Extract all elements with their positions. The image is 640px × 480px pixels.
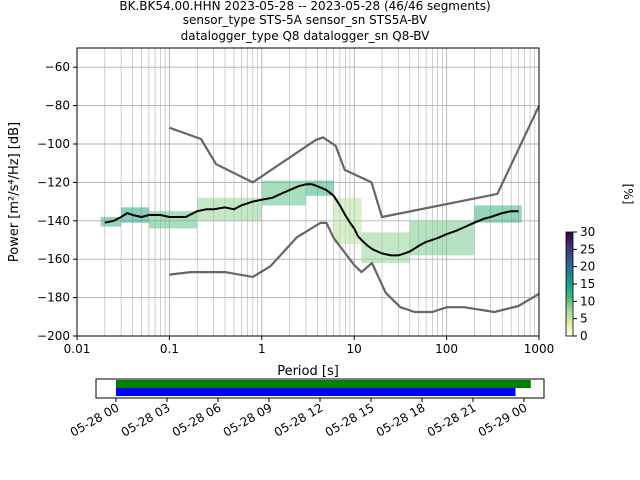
colorbar-tick-label: 30	[580, 225, 595, 239]
y-tick-label: −160	[37, 252, 70, 266]
series-line-noise-model-high	[169, 105, 540, 219]
colorbar-gradient	[565, 231, 574, 337]
y-tick-label: −80	[45, 99, 70, 113]
plot-area: 0.01 0.1 1 10 100 1000 −60 −80 −100 −120 −140 −160…	[7, 47, 555, 379]
series-lines	[104, 105, 540, 314]
x-tick-label: 1	[258, 342, 266, 356]
x-tick-label: 1000	[524, 342, 555, 356]
x-tick-label: 0.1	[160, 342, 179, 356]
colorbar-tick-label: 20	[580, 260, 595, 274]
y-tick-label: −100	[37, 137, 70, 151]
x-tick-label: 10	[347, 342, 362, 356]
y-tick-label: −60	[45, 60, 70, 74]
colorbar-label: [%]	[621, 184, 635, 205]
timeline-bar-data	[116, 388, 516, 396]
x-tick-label: 0.01	[64, 342, 91, 356]
colorbar-ticks: 0 5 10 15 20 25 30	[573, 225, 595, 343]
timeline-tick-label: 05-28 09	[221, 400, 275, 439]
series-line-noise-model-low	[169, 221, 540, 314]
timeline-tick-label: 05-28 18	[374, 400, 428, 439]
y-tick-label: −200	[37, 329, 70, 343]
timeline-tick-label: 05-28 12	[272, 400, 326, 439]
colorbar-tick-label: 5	[580, 312, 588, 326]
timeline-tick-label: 05-28 15	[323, 400, 377, 439]
timeline-tick-label: 05-28 03	[119, 400, 173, 439]
figure-title-line-2: sensor_type STS-5A sensor_sn STS5A-BV	[183, 13, 428, 27]
timeline-bars	[116, 380, 531, 396]
timeline-tick-label: 05-28 06	[170, 400, 224, 439]
x-axis-label: Period [s]	[277, 364, 339, 379]
y-tick-label: −180	[37, 291, 70, 305]
figure-title-line-1: BK.BK54.00.HHN 2023-05-28 -- 2023-05-28 …	[119, 0, 490, 13]
colorbar-tick-label: 0	[580, 329, 588, 343]
y-tick-label: −140	[37, 214, 70, 228]
plot-frame	[76, 47, 540, 337]
y-axis-ticks: −60 −80 −100 −120 −140 −160 −180 −200	[37, 60, 77, 343]
timeline-tick-label: 05-28 00	[68, 400, 122, 439]
series-line-mean	[104, 183, 519, 257]
timeline-tick-label: 05-29 00	[476, 400, 530, 439]
x-tick-label: 100	[435, 342, 458, 356]
timeline-tick-label: 05-28 21	[425, 400, 479, 439]
y-axis-label: Power [m²/s⁴/Hz] [dB]	[7, 122, 22, 262]
colorbar-tick-label: 25	[580, 242, 595, 256]
colorbar-tick-label: 10	[580, 294, 595, 308]
timeline-bar-coverage	[116, 380, 531, 388]
figure-title-line-3: datalogger_type Q8 datalogger_sn Q8-BV	[181, 29, 431, 43]
x-axis-ticks: 0.01 0.1 1 10 100 1000	[64, 336, 555, 356]
y-tick-label: −120	[37, 175, 70, 189]
colorbar: 0 5 10 15 20 25 30 [%]	[565, 184, 635, 343]
colorbar-tick-label: 15	[580, 277, 595, 291]
